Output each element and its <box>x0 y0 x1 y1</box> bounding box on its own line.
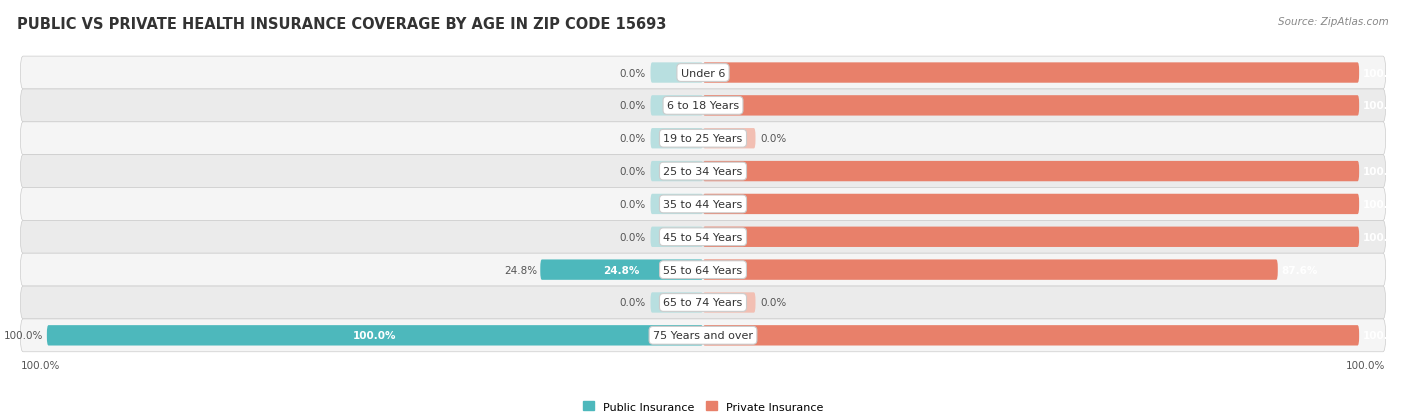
Text: 100.0%: 100.0% <box>1362 69 1406 78</box>
Text: 25 to 34 Years: 25 to 34 Years <box>664 167 742 177</box>
FancyBboxPatch shape <box>21 155 1385 188</box>
Text: 100.0%: 100.0% <box>1346 360 1385 370</box>
Text: 87.6%: 87.6% <box>1281 265 1317 275</box>
FancyBboxPatch shape <box>21 319 1385 352</box>
FancyBboxPatch shape <box>703 325 1360 346</box>
Text: 100.0%: 100.0% <box>1362 232 1406 242</box>
FancyBboxPatch shape <box>703 292 755 313</box>
Text: 100.0%: 100.0% <box>4 330 44 340</box>
Text: 0.0%: 0.0% <box>619 298 645 308</box>
FancyBboxPatch shape <box>21 254 1385 286</box>
Text: 6 to 18 Years: 6 to 18 Years <box>666 101 740 111</box>
FancyBboxPatch shape <box>703 161 1360 182</box>
FancyBboxPatch shape <box>651 96 703 116</box>
FancyBboxPatch shape <box>651 161 703 182</box>
FancyBboxPatch shape <box>703 227 1360 247</box>
Text: 100.0%: 100.0% <box>1362 199 1406 209</box>
Text: 55 to 64 Years: 55 to 64 Years <box>664 265 742 275</box>
FancyBboxPatch shape <box>21 286 1385 319</box>
Text: 65 to 74 Years: 65 to 74 Years <box>664 298 742 308</box>
Text: Source: ZipAtlas.com: Source: ZipAtlas.com <box>1278 17 1389 26</box>
FancyBboxPatch shape <box>21 188 1385 221</box>
Text: 0.0%: 0.0% <box>619 69 645 78</box>
Text: 0.0%: 0.0% <box>619 134 645 144</box>
FancyBboxPatch shape <box>651 129 703 149</box>
Text: 100.0%: 100.0% <box>1362 167 1406 177</box>
FancyBboxPatch shape <box>703 96 1360 116</box>
FancyBboxPatch shape <box>651 292 703 313</box>
FancyBboxPatch shape <box>651 63 703 83</box>
Text: 100.0%: 100.0% <box>21 360 60 370</box>
FancyBboxPatch shape <box>703 194 1360 215</box>
Text: 100.0%: 100.0% <box>1362 330 1406 340</box>
FancyBboxPatch shape <box>703 260 1278 280</box>
Text: 0.0%: 0.0% <box>761 298 787 308</box>
Text: 100.0%: 100.0% <box>1362 101 1406 111</box>
Legend: Public Insurance, Private Insurance: Public Insurance, Private Insurance <box>579 396 827 413</box>
FancyBboxPatch shape <box>46 325 703 346</box>
FancyBboxPatch shape <box>21 57 1385 90</box>
Text: 19 to 25 Years: 19 to 25 Years <box>664 134 742 144</box>
Text: PUBLIC VS PRIVATE HEALTH INSURANCE COVERAGE BY AGE IN ZIP CODE 15693: PUBLIC VS PRIVATE HEALTH INSURANCE COVER… <box>17 17 666 31</box>
Text: 35 to 44 Years: 35 to 44 Years <box>664 199 742 209</box>
FancyBboxPatch shape <box>703 129 755 149</box>
Text: 24.8%: 24.8% <box>503 265 537 275</box>
Text: 0.0%: 0.0% <box>619 199 645 209</box>
FancyBboxPatch shape <box>21 90 1385 123</box>
Text: 75 Years and over: 75 Years and over <box>652 330 754 340</box>
FancyBboxPatch shape <box>651 194 703 215</box>
FancyBboxPatch shape <box>21 221 1385 254</box>
FancyBboxPatch shape <box>540 260 703 280</box>
Text: 0.0%: 0.0% <box>619 167 645 177</box>
Text: 100.0%: 100.0% <box>353 330 396 340</box>
FancyBboxPatch shape <box>703 63 1360 83</box>
Text: 0.0%: 0.0% <box>619 101 645 111</box>
Text: 45 to 54 Years: 45 to 54 Years <box>664 232 742 242</box>
Text: Under 6: Under 6 <box>681 69 725 78</box>
Text: 0.0%: 0.0% <box>761 134 787 144</box>
Text: 0.0%: 0.0% <box>619 232 645 242</box>
FancyBboxPatch shape <box>21 123 1385 155</box>
Text: 24.8%: 24.8% <box>603 265 640 275</box>
FancyBboxPatch shape <box>651 227 703 247</box>
